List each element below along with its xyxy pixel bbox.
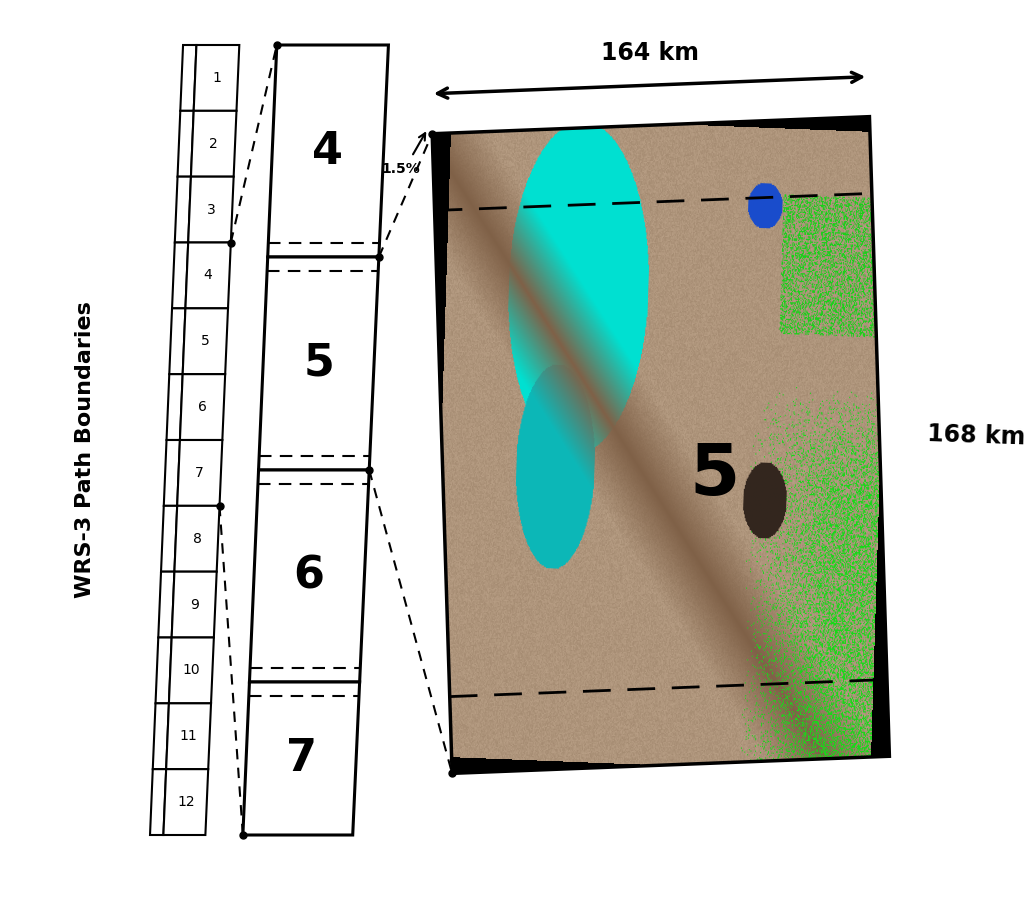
Text: 1: 1	[212, 71, 221, 85]
Polygon shape	[185, 242, 230, 309]
Polygon shape	[169, 309, 185, 374]
Polygon shape	[153, 703, 169, 770]
Text: 4: 4	[204, 268, 213, 283]
Polygon shape	[250, 470, 370, 682]
Text: 164 km: 164 km	[600, 41, 698, 65]
Polygon shape	[243, 682, 359, 835]
Polygon shape	[190, 111, 237, 176]
Polygon shape	[164, 770, 208, 835]
Polygon shape	[180, 374, 225, 440]
Polygon shape	[182, 309, 228, 374]
Text: 4: 4	[312, 130, 343, 173]
Polygon shape	[150, 770, 166, 835]
Polygon shape	[166, 703, 211, 770]
Polygon shape	[164, 440, 180, 506]
Text: 5: 5	[689, 440, 739, 509]
Text: 10: 10	[182, 663, 200, 678]
Text: 2: 2	[209, 137, 218, 150]
Polygon shape	[174, 506, 219, 572]
Polygon shape	[161, 506, 177, 572]
Polygon shape	[267, 45, 388, 257]
Text: 11: 11	[179, 729, 198, 743]
Text: 9: 9	[189, 598, 199, 612]
Polygon shape	[169, 637, 214, 703]
Polygon shape	[156, 637, 172, 703]
Text: 5: 5	[303, 342, 334, 385]
Text: 12: 12	[177, 795, 195, 809]
Polygon shape	[432, 117, 890, 773]
Text: 7: 7	[286, 737, 316, 780]
Polygon shape	[177, 111, 194, 176]
Polygon shape	[172, 572, 217, 637]
Text: 3: 3	[207, 202, 215, 217]
Polygon shape	[172, 242, 188, 309]
Text: 7: 7	[196, 466, 204, 480]
Text: 1.5%: 1.5%	[382, 162, 420, 176]
Text: 6: 6	[294, 554, 325, 598]
Polygon shape	[258, 257, 379, 470]
Text: 5: 5	[201, 334, 210, 348]
Polygon shape	[180, 45, 197, 111]
Text: WRS-3 Path Boundaries: WRS-3 Path Boundaries	[75, 302, 95, 598]
Polygon shape	[167, 374, 182, 440]
Polygon shape	[194, 45, 240, 111]
Polygon shape	[188, 176, 233, 242]
Polygon shape	[175, 176, 190, 242]
Text: 168 km: 168 km	[927, 421, 1024, 449]
Text: 8: 8	[193, 532, 202, 545]
Polygon shape	[177, 440, 222, 506]
Text: 6: 6	[198, 400, 207, 414]
Polygon shape	[159, 572, 174, 637]
